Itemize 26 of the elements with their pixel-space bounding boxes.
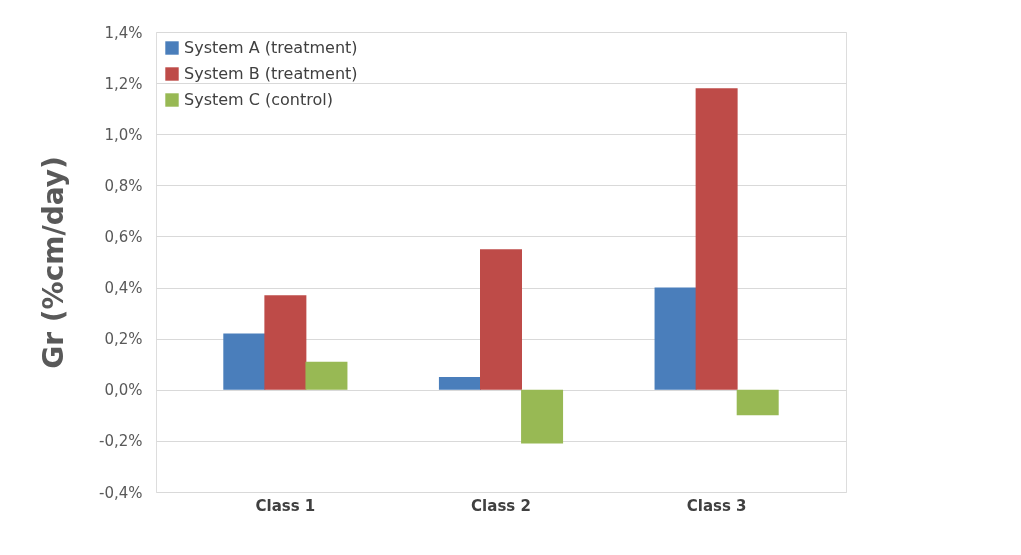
bar xyxy=(736,389,779,416)
y-tick-label: 1,4% xyxy=(104,23,143,42)
y-tick-label: 0,0% xyxy=(104,381,143,400)
legend-label: System A (treatment) xyxy=(184,38,358,57)
x-tick-label: Class 3 xyxy=(686,496,747,515)
legend-label: System C (control) xyxy=(184,90,333,109)
bar xyxy=(480,249,522,390)
bar xyxy=(438,377,481,390)
bar xyxy=(305,361,348,390)
bar xyxy=(264,295,307,390)
y-tick-label: 0,6% xyxy=(104,227,143,246)
bar xyxy=(695,88,738,390)
bar xyxy=(223,333,266,390)
y-tick-label: 0,4% xyxy=(104,279,143,298)
legend-label: System B (treatment) xyxy=(184,64,358,83)
bar xyxy=(654,287,697,390)
y-tick-label: 0,2% xyxy=(104,330,143,349)
y-tick-label: 1,2% xyxy=(104,74,143,93)
bar xyxy=(521,389,564,444)
y-tick-label: -0,2% xyxy=(98,432,143,451)
x-tick-label: Class 2 xyxy=(471,496,531,515)
y-tick-label: 0,8% xyxy=(104,176,143,195)
y-tick-label: 1,0% xyxy=(104,125,143,144)
y-tick-label: -0,4% xyxy=(98,483,143,502)
y-axis-title: Gr (%cm/day) xyxy=(36,156,70,369)
x-tick-label: Class 1 xyxy=(255,496,316,515)
